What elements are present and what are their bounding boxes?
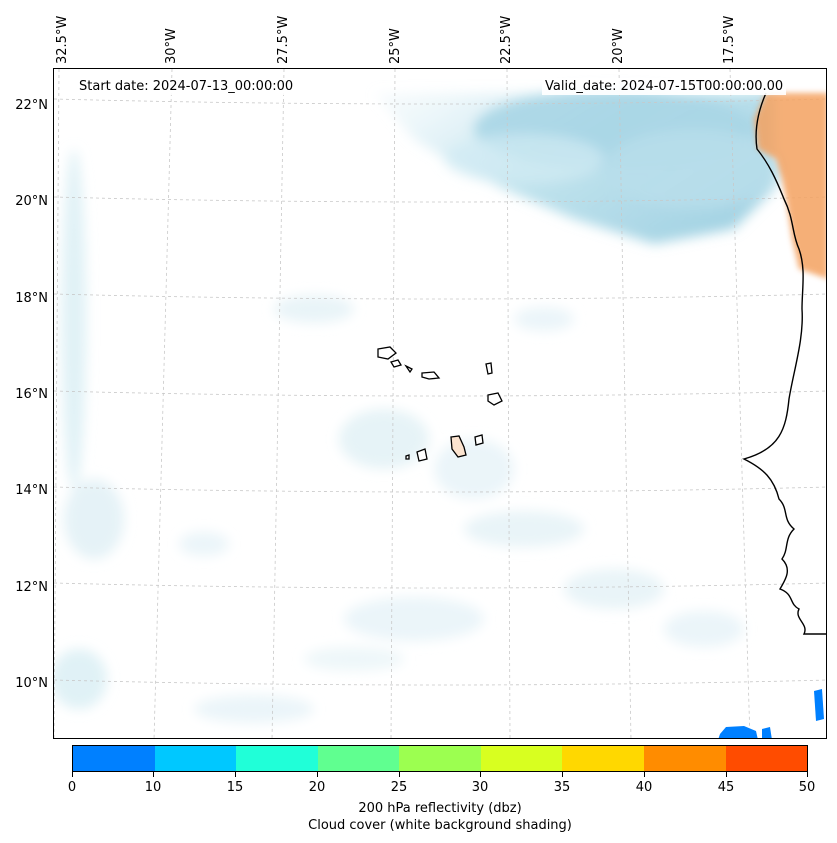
lat-label-18n: 18°N bbox=[15, 291, 48, 306]
lon-label-25w: 25°W bbox=[388, 28, 403, 64]
cape-verde-islands bbox=[377, 346, 503, 462]
start-date-text: Start date: 2024-07-13_00:00:00 bbox=[76, 78, 297, 95]
colorbar-tick-40: 40 bbox=[635, 780, 653, 795]
colorbar-segment-10-15 bbox=[154, 746, 237, 771]
colorbar-segment-45-50 bbox=[725, 746, 808, 771]
lon-label-20w: 20°W bbox=[611, 28, 626, 64]
colorbar-label: 200 hPa reflectivity (dbz) bbox=[358, 801, 522, 816]
colorbar-tick-25: 25 bbox=[390, 780, 408, 795]
lon-label-17-5w: 17.5°W bbox=[722, 15, 737, 64]
colorbar-tick-20: 20 bbox=[308, 780, 326, 795]
colorbar-segment-35-40 bbox=[562, 746, 644, 771]
colorbar-tickmark bbox=[153, 772, 154, 777]
colorbar-tickmark bbox=[399, 772, 400, 777]
colorbar-segment-0-10 bbox=[73, 746, 155, 771]
colorbar-tick-45: 45 bbox=[717, 780, 735, 795]
map-panel bbox=[53, 68, 827, 739]
colorbar-segment-20-25 bbox=[317, 746, 400, 771]
colorbar-tickmark bbox=[72, 772, 73, 777]
colorbar-tick-15: 15 bbox=[226, 780, 244, 795]
gridlines bbox=[54, 69, 826, 738]
lon-label-32-5w: 32.5°W bbox=[55, 15, 70, 64]
lon-label-22-5w: 22.5°W bbox=[499, 15, 514, 64]
colorbar-segment-40-45 bbox=[643, 746, 726, 771]
colorbar-tickmark bbox=[562, 772, 563, 777]
colorbar-sublabel: Cloud cover (white background shading) bbox=[308, 818, 572, 833]
lat-label-12n: 12°N bbox=[15, 580, 48, 595]
cloud-cover-shading bbox=[54, 89, 784, 723]
lat-label-16n: 16°N bbox=[15, 387, 48, 402]
lat-label-10n: 10°N bbox=[15, 676, 48, 691]
lat-label-14n: 14°N bbox=[15, 483, 48, 498]
lon-label-30w: 30°W bbox=[164, 28, 179, 64]
map-canvas bbox=[54, 69, 826, 738]
colorbar-tick-35: 35 bbox=[553, 780, 571, 795]
colorbar-tickmark bbox=[235, 772, 236, 777]
colorbar-segment-15-20 bbox=[236, 746, 318, 771]
colorbar-tick-0: 0 bbox=[67, 780, 77, 795]
reflectivity-colorbar bbox=[72, 745, 808, 772]
colorbar-tick-30: 30 bbox=[471, 780, 489, 795]
colorbar-tick-50: 50 bbox=[798, 780, 816, 795]
valid-date-text: Valid_date: 2024-07-15T00:00:00.00 bbox=[542, 78, 787, 95]
colorbar-segment-30-35 bbox=[480, 746, 563, 771]
africa-land bbox=[742, 92, 826, 635]
colorbar-tick-10: 10 bbox=[144, 780, 162, 795]
lon-label-27-5w: 27.5°W bbox=[276, 15, 291, 64]
colorbar-tickmark bbox=[317, 772, 318, 777]
colorbar-tickmark bbox=[726, 772, 727, 777]
colorbar-tickmark bbox=[807, 772, 808, 777]
lat-label-20n: 20°N bbox=[15, 194, 48, 209]
colorbar-segment-25-30 bbox=[399, 746, 481, 771]
lat-label-22n: 22°N bbox=[15, 98, 48, 113]
reflectivity-patches bbox=[718, 689, 824, 738]
colorbar-tickmark bbox=[480, 772, 481, 777]
colorbar-tickmark bbox=[644, 772, 645, 777]
